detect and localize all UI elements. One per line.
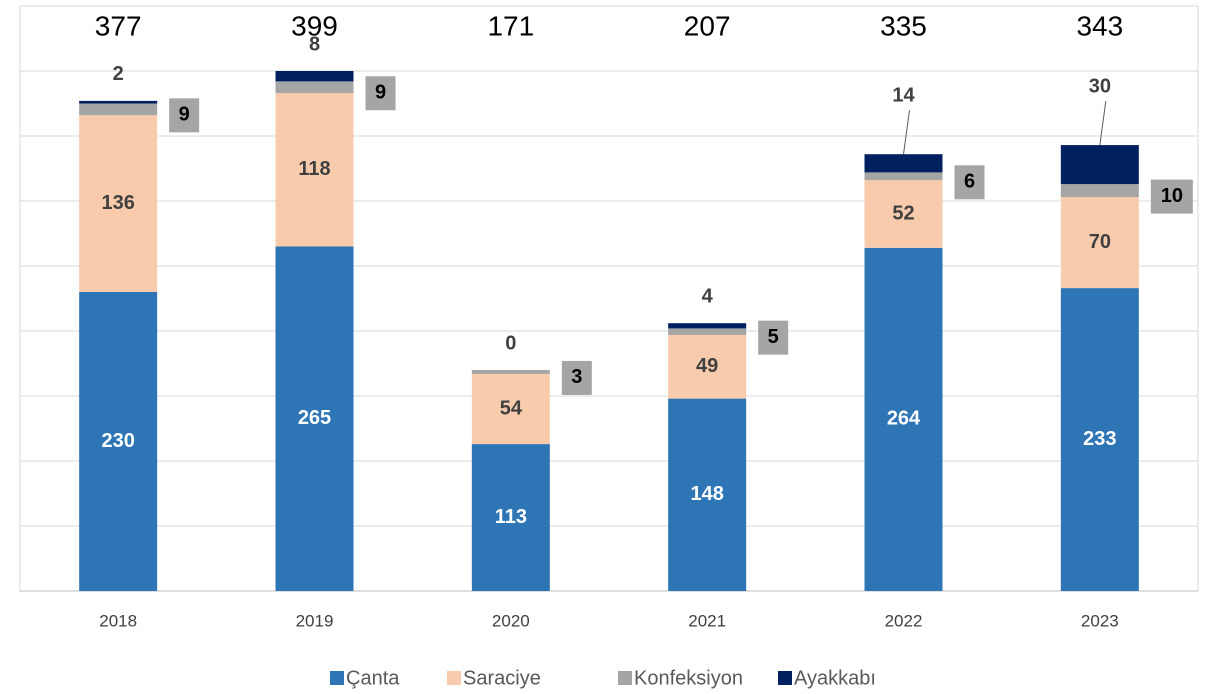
legend-swatch bbox=[618, 671, 632, 685]
data-label: 136 bbox=[101, 192, 134, 214]
legend-label: Ayakkabı bbox=[794, 667, 876, 689]
total-label: 171 bbox=[487, 10, 534, 41]
bar-segment bbox=[79, 292, 158, 591]
bar-segment bbox=[471, 370, 550, 374]
data-label: 265 bbox=[298, 407, 331, 429]
data-label: 30 bbox=[1089, 75, 1111, 97]
data-label: 52 bbox=[892, 202, 914, 224]
legend-swatch bbox=[330, 671, 344, 685]
leader-line bbox=[903, 110, 910, 155]
total-label: 399 bbox=[291, 10, 338, 41]
label-box bbox=[758, 320, 789, 355]
bar-segment bbox=[1060, 288, 1139, 591]
x-tick-label: 2023 bbox=[1081, 611, 1119, 630]
data-label: 2 bbox=[113, 63, 124, 85]
data-label: 4 bbox=[702, 285, 714, 307]
data-label: 230 bbox=[101, 430, 134, 452]
data-label: 0 bbox=[505, 332, 516, 354]
bar-segment bbox=[275, 93, 354, 247]
bar-segment bbox=[1060, 197, 1139, 289]
bar-segment bbox=[471, 444, 550, 591]
label-box bbox=[954, 165, 985, 200]
bar-segment bbox=[668, 334, 747, 399]
label-box bbox=[561, 360, 592, 395]
data-label: 14 bbox=[892, 84, 915, 106]
x-tick-label: 2020 bbox=[492, 611, 530, 630]
legend-swatch bbox=[447, 671, 461, 685]
label-box bbox=[365, 76, 396, 111]
bar-segment bbox=[471, 373, 550, 445]
data-label: 233 bbox=[1083, 428, 1116, 450]
legend-label: Saraciye bbox=[463, 667, 541, 689]
bar-segment bbox=[275, 71, 354, 82]
x-tick-label: 2019 bbox=[296, 611, 334, 630]
data-label: 70 bbox=[1089, 231, 1111, 253]
bar-segment bbox=[79, 115, 158, 292]
bar-segment bbox=[668, 328, 747, 335]
total-label: 377 bbox=[95, 10, 142, 41]
bar-segment bbox=[79, 100, 158, 104]
data-label: 9 bbox=[375, 82, 386, 104]
legend-swatch bbox=[778, 671, 792, 685]
data-label: 113 bbox=[495, 506, 527, 528]
data-label: 3 bbox=[571, 366, 582, 388]
label-box bbox=[1150, 179, 1193, 214]
bar-segment bbox=[275, 246, 354, 591]
data-label: 8 bbox=[309, 33, 320, 55]
data-label: 49 bbox=[696, 355, 718, 377]
data-label: 10 bbox=[1161, 185, 1183, 207]
bar-segment bbox=[864, 172, 943, 181]
data-label: 9 bbox=[179, 104, 190, 126]
legend-label: Çanta bbox=[346, 667, 400, 689]
total-label: 343 bbox=[1076, 10, 1123, 41]
bar-segment bbox=[668, 323, 747, 329]
data-label: 54 bbox=[500, 397, 523, 419]
data-label: 5 bbox=[768, 326, 779, 348]
bar-segment bbox=[668, 398, 747, 591]
data-label: 148 bbox=[690, 483, 723, 505]
bar-segment bbox=[79, 103, 158, 116]
bar-segment bbox=[864, 180, 943, 248]
legend-label: Konfeksiyon bbox=[634, 667, 743, 689]
data-label: 6 bbox=[964, 171, 975, 193]
bar-segment bbox=[864, 154, 943, 173]
total-label: 207 bbox=[684, 10, 731, 41]
data-label: 264 bbox=[887, 408, 921, 430]
x-tick-label: 2018 bbox=[99, 611, 137, 630]
x-tick-label: 2022 bbox=[885, 611, 923, 630]
label-box bbox=[169, 98, 200, 133]
bar-segment bbox=[1060, 184, 1139, 198]
total-label: 335 bbox=[880, 10, 927, 41]
bar-segment bbox=[1060, 145, 1139, 185]
leader-line bbox=[1099, 101, 1107, 146]
bar-segment bbox=[864, 247, 943, 592]
bar-segment bbox=[275, 81, 354, 94]
data-label: 118 bbox=[298, 158, 330, 180]
plot-frame bbox=[19, 5, 1199, 592]
x-tick-label: 2021 bbox=[688, 611, 726, 630]
